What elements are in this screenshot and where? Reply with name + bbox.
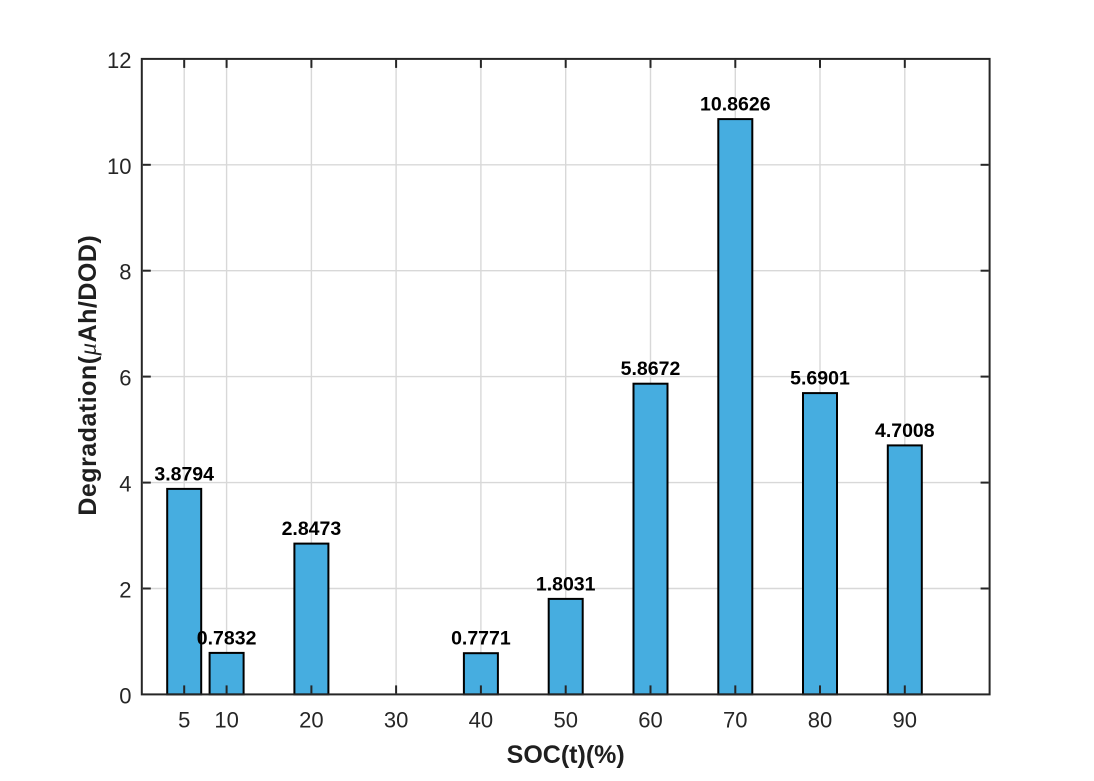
svg-text:12: 12 bbox=[107, 48, 131, 73]
svg-text:4.7008: 4.7008 bbox=[875, 420, 935, 442]
svg-text:1.8031: 1.8031 bbox=[536, 573, 596, 595]
svg-text:0: 0 bbox=[119, 683, 131, 708]
svg-text:5.8672: 5.8672 bbox=[621, 358, 681, 380]
svg-text:2: 2 bbox=[119, 578, 131, 603]
svg-text:5.6901: 5.6901 bbox=[790, 368, 850, 390]
svg-text:6: 6 bbox=[119, 366, 131, 391]
svg-text:8: 8 bbox=[119, 260, 131, 285]
svg-text:Degradation(μAh/DOD): Degradation(μAh/DOD) bbox=[74, 235, 102, 516]
svg-text:2.8473: 2.8473 bbox=[282, 518, 342, 540]
svg-text:20: 20 bbox=[299, 708, 323, 733]
svg-text:SOC(t)(%): SOC(t)(%) bbox=[507, 741, 625, 769]
svg-text:80: 80 bbox=[808, 708, 832, 733]
svg-text:0.7832: 0.7832 bbox=[197, 627, 257, 649]
svg-text:3.8794: 3.8794 bbox=[154, 463, 214, 485]
svg-text:40: 40 bbox=[469, 708, 493, 733]
svg-text:10: 10 bbox=[214, 708, 238, 733]
svg-text:10.8626: 10.8626 bbox=[700, 94, 771, 116]
svg-text:0.7771: 0.7771 bbox=[451, 628, 511, 650]
svg-text:70: 70 bbox=[723, 708, 747, 733]
svg-text:90: 90 bbox=[893, 708, 917, 733]
svg-text:60: 60 bbox=[638, 708, 662, 733]
svg-text:30: 30 bbox=[384, 708, 408, 733]
svg-text:5: 5 bbox=[178, 708, 190, 733]
svg-text:10: 10 bbox=[107, 154, 131, 179]
svg-text:4: 4 bbox=[119, 472, 131, 497]
svg-text:50: 50 bbox=[553, 708, 577, 733]
